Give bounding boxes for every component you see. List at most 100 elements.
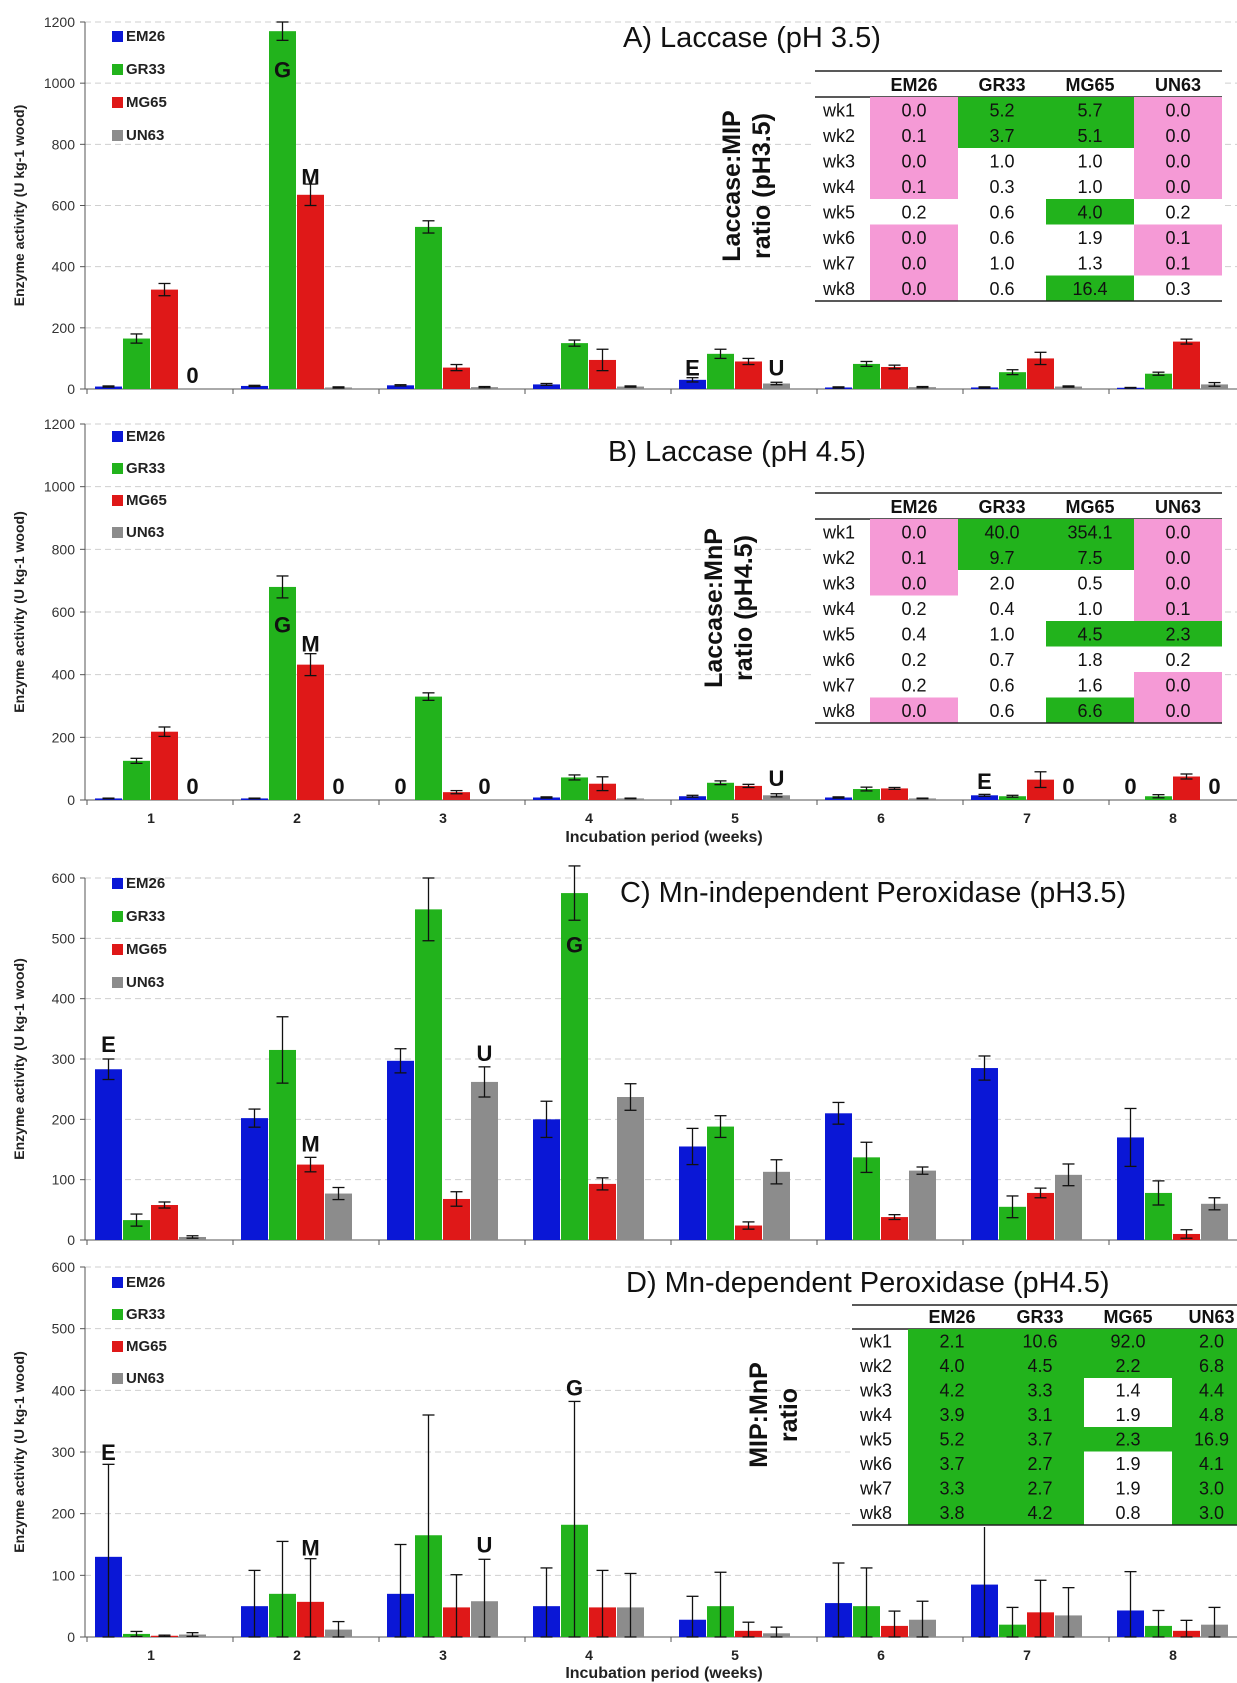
y-tick-label: 1000 <box>44 75 75 91</box>
bar-GR33-wk1 <box>123 760 150 800</box>
legend-label: EM26 <box>126 428 165 445</box>
x-tick-label: 3 <box>439 1647 447 1663</box>
table-cell: 0.0 <box>1165 701 1190 721</box>
y-axis-label: Enzyme activity (U kg-1 wood) <box>11 511 27 712</box>
table-row-label: wk7 <box>822 254 855 274</box>
bar-annotation: M <box>301 631 319 656</box>
table-cell-bg <box>1134 122 1222 148</box>
table-cell: 9.7 <box>989 548 1014 568</box>
x-tick-label: 8 <box>1169 810 1177 826</box>
table-cell: 0.6 <box>989 279 1014 299</box>
legend-label: MG65 <box>126 492 167 509</box>
table-cell: 0.0 <box>901 701 926 721</box>
table-cell-bg <box>1046 199 1134 225</box>
bar-EM26-wk5 <box>679 379 706 389</box>
table-cell: 0.2 <box>901 676 926 696</box>
x-tick-label: 7 <box>1023 1647 1031 1663</box>
bar-MG65-wk5 <box>735 361 762 389</box>
legend-swatch-GR33 <box>112 911 123 922</box>
x-tick-label: 1 <box>147 810 155 826</box>
table-row-label: wk3 <box>859 1381 892 1401</box>
bar-annotation: E <box>977 769 992 794</box>
bar-EM26-wk2 <box>241 1118 268 1240</box>
bar-annotation: G <box>566 1375 583 1400</box>
table-cell: 4.5 <box>1027 1356 1052 1376</box>
table-cell: 0.5 <box>1077 574 1102 594</box>
table-cell: 0.1 <box>901 126 926 146</box>
table-cell-bg <box>1134 672 1222 698</box>
table-cell: 0.6 <box>989 203 1014 223</box>
table-cell: 2.3 <box>1165 625 1190 645</box>
table-cell: 2.0 <box>1199 1332 1224 1352</box>
table-cell: 0.1 <box>1165 228 1190 248</box>
table-cell: 16.9 <box>1194 1430 1229 1450</box>
table-cell-bg <box>1046 122 1134 148</box>
table-cell-bg <box>870 697 958 723</box>
legend-swatch-UN63 <box>112 977 123 988</box>
table-cell: 5.1 <box>1077 126 1102 146</box>
table-cell-bg <box>870 97 958 123</box>
bar-EM26-wk2 <box>241 385 268 389</box>
bar-UN63-wk6 <box>909 1170 936 1240</box>
bar-annotation: G <box>274 57 291 82</box>
table-cell: 3.7 <box>1027 1430 1052 1450</box>
y-tick-label: 800 <box>52 136 76 152</box>
panel-title: C) Mn-independent Peroxidase (pH3.5) <box>620 877 1126 909</box>
table-cell: 0.4 <box>989 599 1014 619</box>
table-cell: 0.0 <box>1165 177 1190 197</box>
legend-swatch-UN63 <box>112 1373 123 1384</box>
table-cell: 1.9 <box>1077 228 1102 248</box>
bar-GR33-wk5 <box>707 782 734 800</box>
table-cell-bg <box>870 275 958 301</box>
table-cell: 3.7 <box>939 1454 964 1474</box>
table-row-label: wk2 <box>822 126 855 146</box>
table-cell-bg <box>1134 621 1222 647</box>
table-cell: 3.7 <box>989 126 1014 146</box>
table-header: EM26 <box>890 75 937 95</box>
table-cell-bg <box>870 122 958 148</box>
bar-annotation: U <box>769 766 785 791</box>
bar-MG65-wk5 <box>735 785 762 800</box>
y-tick-label: 600 <box>52 604 76 620</box>
table-header: MG65 <box>1103 1307 1152 1327</box>
legend-label: UN63 <box>126 974 164 991</box>
table-cell: 0.2 <box>1165 203 1190 223</box>
legend-swatch-UN63 <box>112 527 123 538</box>
y-tick-label: 0 <box>67 1232 75 1248</box>
x-tick-label: 6 <box>877 810 885 826</box>
table-side-label: ratio <box>775 1388 803 1442</box>
table-cell: 1.6 <box>1077 676 1102 696</box>
table-row-label: wk1 <box>822 101 855 121</box>
table-cell: 0.7 <box>989 650 1014 670</box>
table-cell-bg <box>1134 148 1222 174</box>
table-cell-bg <box>1134 595 1222 621</box>
bar-annotation: U <box>769 356 785 381</box>
table-cell: 5.2 <box>939 1430 964 1450</box>
table-cell-bg <box>908 1451 996 1476</box>
y-tick-label: 200 <box>52 1111 76 1127</box>
table-cell: 6.6 <box>1077 701 1102 721</box>
table-cell: 0.0 <box>901 574 926 594</box>
table-row-label: wk6 <box>822 650 855 670</box>
bar-MG65-wk6 <box>881 1217 908 1240</box>
y-tick-label: 0 <box>67 381 75 397</box>
table-cell-bg <box>958 122 1046 148</box>
table-cell: 5.2 <box>989 101 1014 121</box>
table-row-label: wk5 <box>859 1430 892 1450</box>
table-cell: 0.2 <box>901 650 926 670</box>
table-side-label: Laccase:MIP <box>718 110 746 261</box>
legend-swatch-MG65 <box>112 97 123 108</box>
panel-title: B) Laccase (pH 4.5) <box>608 436 866 468</box>
bar-EM26-wk7 <box>971 1068 998 1240</box>
y-axis-label: Enzyme activity (U kg-1 wood) <box>11 958 27 1159</box>
table-cell: 1.9 <box>1115 1479 1140 1499</box>
legend-swatch-GR33 <box>112 463 123 474</box>
x-tick-label: 4 <box>585 1647 593 1663</box>
bar-annotation: M <box>301 1536 319 1561</box>
table-cell: 0.0 <box>901 254 926 274</box>
table-cell-bg <box>1134 570 1222 596</box>
table-cell: 4.1 <box>1199 1454 1224 1474</box>
bar-UN63-wk4 <box>617 1097 644 1240</box>
x-tick-label: 2 <box>293 1647 301 1663</box>
